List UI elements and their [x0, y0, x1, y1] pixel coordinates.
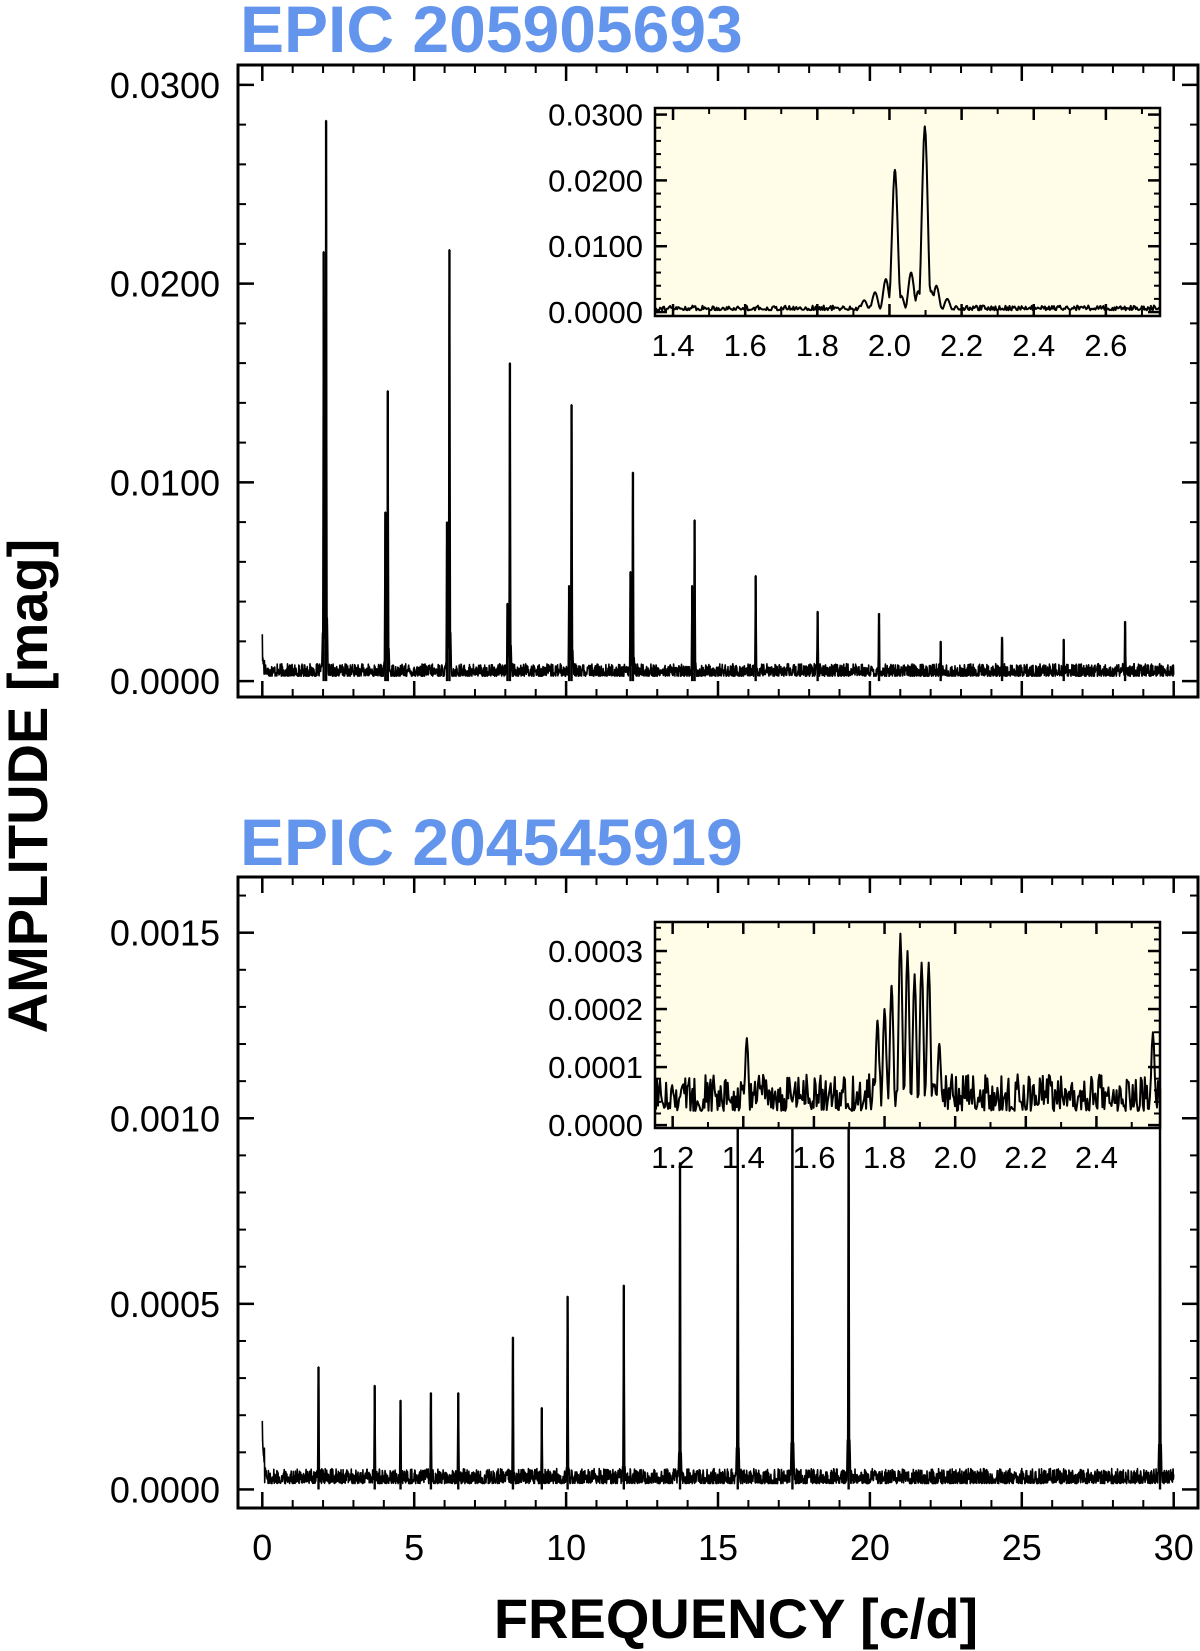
panel-2-inset-x-tick-label: 1.8	[863, 1140, 906, 1175]
panel-1-frame	[236, 63, 1200, 699]
panel-2-x-tick-label: 5	[404, 1527, 424, 1568]
panel-2-x-tick-label: 0	[252, 1527, 272, 1568]
y-axis-title: AMPLITUDE [mag]	[0, 539, 59, 1034]
panel-1-inset-x-tick-label: 1.4	[651, 328, 694, 363]
panel-2-inset-x-tick-label: 1.2	[651, 1140, 694, 1175]
panel-2-x-tick-label: 30	[1154, 1527, 1194, 1568]
panel-2-spectrum-line	[261, 1046, 1175, 1485]
panel-2-inset: 0.0000 0.0001 0.0002 0.0003 1.2 1.4 1.6 1.8 2.0 2…	[548, 920, 1162, 1175]
panel-2-inset-y-tick-label: 0.0003	[548, 934, 643, 969]
panel-1-inset-y-tick-label: 0.0300	[548, 98, 643, 133]
panel-1-inset: 0.0000 0.0100 0.0200 0.0300 1.4 1.6 1.8 2.0 2.2 2…	[548, 98, 1162, 363]
panel-2-x-tick-label: 10	[546, 1527, 586, 1568]
panel-2-inset-frame	[653, 920, 1162, 1130]
panel-2-title: EPIC 204545919	[240, 805, 743, 879]
panel-1-inset-x-tick-label: 2.6	[1084, 328, 1127, 363]
panel-2-y-tick-label: 0.0015	[110, 913, 220, 954]
panel-2-inset-y-tick-label: 0.0000	[548, 1108, 643, 1143]
panel-2-y-tick-label: 0.0010	[110, 1098, 220, 1139]
panel-1-y-tick-label: 0.0200	[110, 264, 220, 305]
panel-1-inset-x-tick-label: 2.4	[1012, 328, 1055, 363]
panel-2-inset-y-tick-label: 0.0001	[548, 1050, 643, 1085]
panel-2-y-tick-label: 0.0005	[110, 1284, 220, 1325]
panel-1-spectrum-line	[261, 119, 1175, 677]
panel-2-y-tick-label: 0.0000	[110, 1469, 220, 1510]
panel-1-inset-y-tick-label: 0.0000	[548, 295, 643, 330]
panel-2-inset-line	[654, 932, 1161, 1112]
panel-2-frame	[236, 875, 1200, 1510]
panel-1-y-tick-label: 0.0000	[110, 661, 220, 702]
panel-2-inset-x-tick-label: 2.2	[1004, 1140, 1047, 1175]
panel-2-inset-x-tick-label: 2.4	[1075, 1140, 1118, 1175]
panel-2-x-tick-label: 20	[850, 1527, 890, 1568]
panel-1: 0.0000 0.0100 0.0200 0.0300 0.0000 0.0100 0.02…	[110, 63, 1200, 702]
panel-1-inset-y-tick-label: 0.0200	[548, 163, 643, 198]
panel-1-inset-frame	[653, 106, 1162, 318]
panel-2-inset-x-tick-label: 1.6	[792, 1140, 835, 1175]
panel-1-inset-line	[654, 125, 1161, 312]
panel-1-inset-x-tick-label: 2.2	[940, 328, 983, 363]
panel-1-inset-bg	[655, 108, 1160, 316]
panel-2-inset-x-tick-label: 1.4	[722, 1140, 765, 1175]
panel-1-inset-x-tick-label: 1.8	[796, 328, 839, 363]
panel-1-inset-x-tick-label: 2.0	[868, 328, 911, 363]
panel-2-x-tick-label: 15	[698, 1527, 738, 1568]
panel-1-y-tick-label: 0.0100	[110, 462, 220, 503]
panel-1-inset-x-tick-label: 1.6	[724, 328, 767, 363]
panel-2-inset-y-tick-label: 0.0002	[548, 992, 643, 1027]
x-axis-title: FREQUENCY [c/d]	[494, 1587, 978, 1650]
panel-1-y-tick-label: 0.0300	[110, 65, 220, 106]
plot-layer: 0.0000 0.0100 0.0200 0.0300 0.0000 0.0100 0.02…	[110, 63, 1200, 1568]
panel-1-title: EPIC 205905693	[240, 0, 743, 66]
panel-2: 0.0000 0.0005 0.0010 0.0015 0 5 10 15 20 25 30 0.00…	[110, 875, 1200, 1568]
panel-1-inset-y-tick-label: 0.0100	[548, 229, 643, 264]
panel-2-inset-x-tick-label: 2.0	[934, 1140, 977, 1175]
panel-2-x-tick-label: 25	[1002, 1527, 1042, 1568]
